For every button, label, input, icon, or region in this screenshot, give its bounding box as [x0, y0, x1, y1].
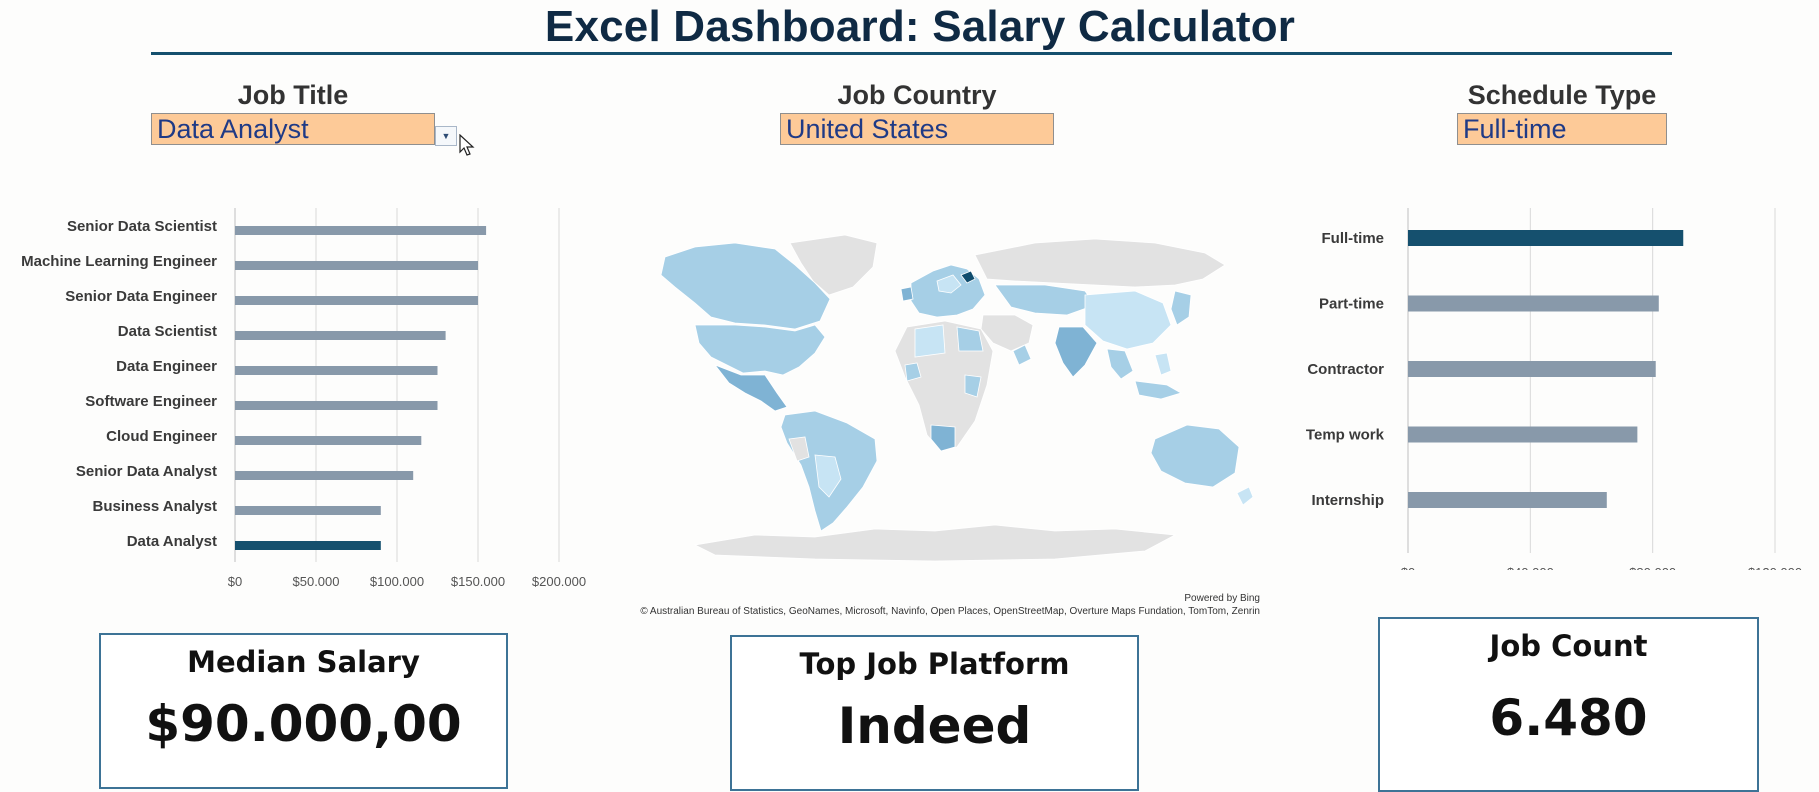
- job-title-salary-chart: $0 $50.000 $100.000 $150.000 $200.000 Senior …: [21, 208, 586, 589]
- median-salary-card: Median Salary $90.000,00: [99, 633, 508, 789]
- schedule-type-dropdown[interactable]: Full-time: [1457, 113, 1667, 145]
- median-salary-value: $90.000,00: [145, 695, 462, 753]
- category-label: Temp work: [1306, 427, 1385, 444]
- x-tick-label: $80.000: [1629, 565, 1676, 570]
- map-region-united-states[interactable]: [694, 324, 826, 376]
- job-title-label: Job Title: [237, 80, 349, 110]
- map-region-russia[interactable]: [974, 238, 1226, 288]
- bar: [235, 506, 381, 515]
- bar: [235, 366, 438, 375]
- top-job-platform-value: Indeed: [837, 697, 1032, 755]
- x-tick-label: $50.000: [293, 574, 340, 589]
- x-tick-label: $0: [1401, 565, 1415, 570]
- category-label: Data Engineer: [116, 358, 217, 375]
- chevron-down-icon[interactable]: ▼: [435, 126, 457, 146]
- map-attribution: © Australian Bureau of Statistics, GeoNa…: [640, 606, 1260, 617]
- job-country-dropdown[interactable]: United States: [780, 113, 1054, 145]
- dashboard-title: Excel Dashboard: Salary Calculator: [544, 2, 1296, 51]
- title-divider: [151, 52, 1672, 55]
- bar: [235, 541, 381, 550]
- job-count-label: Job Count: [1489, 629, 1648, 663]
- bar: [1408, 230, 1684, 246]
- map-region-greenland[interactable]: [789, 234, 878, 296]
- category-label: Full-time: [1322, 230, 1385, 247]
- map-region-antarctica[interactable]: [693, 524, 1177, 562]
- mouse-cursor-icon: [459, 134, 475, 156]
- x-tick-label: $200.000: [532, 574, 586, 589]
- bar: [1408, 492, 1607, 508]
- map-powered-by: Powered by Bing: [1184, 593, 1260, 604]
- bar: [235, 436, 422, 445]
- map-region-mexico[interactable]: [713, 364, 788, 412]
- x-tick-label: $150.000: [451, 574, 505, 589]
- bar: [1408, 426, 1638, 443]
- job-title-dropdown[interactable]: Data Analyst: [151, 113, 435, 145]
- category-label: Cloud Engineer: [106, 428, 217, 445]
- category-label: Senior Data Scientist: [67, 218, 217, 235]
- category-label: Senior Data Engineer: [65, 288, 217, 305]
- x-tick-label: $100.000: [370, 574, 424, 589]
- map-region-india[interactable]: [1054, 326, 1098, 378]
- schedule-type-label: Schedule Type: [1467, 80, 1657, 110]
- category-label: Contractor: [1307, 361, 1384, 378]
- job-country-label: Job Country: [837, 80, 997, 110]
- x-tick-label: $40.000: [1507, 565, 1554, 570]
- job-count-value: 6.480: [1489, 689, 1648, 747]
- category-label: Data Analyst: [127, 533, 217, 550]
- bar: [1408, 361, 1656, 377]
- category-label: Software Engineer: [85, 393, 217, 410]
- top-job-platform-card: Top Job Platform Indeed: [730, 635, 1139, 791]
- map-region-canada[interactable]: [660, 242, 831, 330]
- map-region-china[interactable]: [1084, 290, 1172, 350]
- bar: [235, 471, 414, 480]
- job-count-card: Job Count 6.480: [1378, 617, 1759, 792]
- category-label: Business Analyst: [93, 498, 218, 515]
- bar: [235, 296, 478, 305]
- map-region-selected[interactable]: [960, 270, 976, 284]
- x-tick-label: $0: [228, 574, 242, 589]
- map-region-australia[interactable]: [1150, 424, 1240, 488]
- x-tick-label: $120.000: [1748, 565, 1802, 570]
- category-label: Part-time: [1319, 296, 1384, 313]
- bar: [235, 331, 446, 340]
- median-salary-label: Median Salary: [187, 645, 420, 679]
- top-job-platform-label: Top Job Platform: [799, 647, 1070, 681]
- bar: [235, 261, 478, 270]
- bar: [235, 401, 438, 410]
- bar: [235, 226, 487, 235]
- schedule-type-salary-chart: $0 $40.000 $80.000 $120.000 Full-time Part-ti…: [1306, 208, 1802, 570]
- category-label: Internship: [1311, 492, 1384, 509]
- category-label: Senior Data Analyst: [76, 463, 217, 480]
- category-label: Machine Learning Engineer: [21, 253, 217, 270]
- world-map[interactable]: [615, 225, 1255, 565]
- bar: [1408, 295, 1659, 312]
- category-label: Data Scientist: [118, 323, 217, 340]
